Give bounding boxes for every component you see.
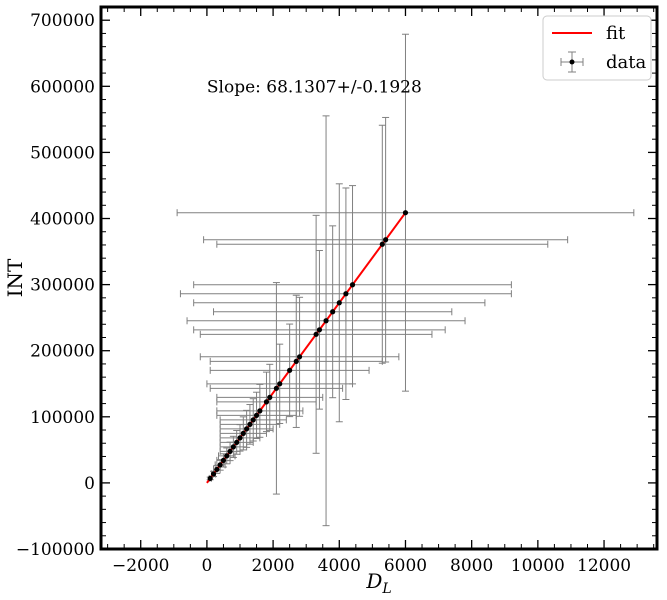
data-point [323, 318, 329, 324]
data-point [224, 453, 230, 459]
data-point [349, 282, 356, 288]
y-tick-label: 400000 [30, 210, 95, 230]
error-bars [176, 33, 635, 527]
data-point [237, 435, 243, 441]
y-tick-label: 0 [84, 474, 95, 494]
x-tick-label: 8000 [450, 556, 493, 576]
data-point [313, 331, 319, 337]
data-point [253, 412, 260, 418]
data-point [343, 291, 349, 297]
x-tick-label: 4000 [318, 556, 361, 576]
x-tick-label: 0 [201, 556, 212, 576]
data-point [287, 367, 293, 373]
y-tick-label: 200000 [30, 342, 95, 362]
y-tick-label: 300000 [30, 276, 95, 296]
x-tick-labels: −2000 0 2000 4000 6000 8000 10000 12000 [112, 556, 631, 576]
y-tick-label: 600000 [30, 77, 95, 97]
slope-annotation: Slope: 68.1307+/-0.1928 [207, 77, 422, 97]
data-point [217, 462, 223, 468]
legend: fit data [542, 15, 652, 81]
data-point [277, 381, 283, 387]
data-points [207, 210, 409, 482]
legend-data-swatch [560, 51, 584, 73]
y-tick-labels: −100000 0 100000 200000 300000 400000 500000 60… [16, 11, 95, 560]
data-point [267, 394, 273, 400]
x-axis-label-main: D [365, 569, 382, 593]
x-tick-label: 10000 [511, 556, 565, 576]
data-point [273, 385, 280, 391]
data-point [296, 354, 303, 360]
data-point [257, 408, 263, 414]
data-point [210, 471, 217, 477]
x-tick-label: 12000 [577, 556, 631, 576]
data-point [263, 399, 270, 405]
data-point [336, 300, 342, 306]
y-tick-label: 700000 [30, 11, 95, 31]
data-point [240, 430, 246, 436]
data-point [383, 237, 389, 243]
legend-data-label: data [606, 52, 646, 73]
data-point [316, 327, 323, 333]
legend-fit-label: fit [606, 23, 626, 44]
data-point [247, 421, 253, 427]
data-point [207, 475, 213, 482]
y-tick-label: −100000 [16, 540, 95, 560]
x-tick-label: −2000 [112, 556, 170, 576]
data-point [214, 466, 220, 473]
data-point [227, 448, 233, 454]
data-point [330, 309, 336, 315]
x-axis-label: DL [365, 569, 391, 597]
y-tick-label: 100000 [30, 408, 95, 428]
data-point [234, 439, 240, 445]
data-point [250, 417, 256, 423]
data-point [293, 358, 299, 364]
plot-frame [99, 5, 659, 551]
y-tick-label: 500000 [30, 143, 95, 163]
data-point [244, 426, 250, 432]
data-point [230, 444, 236, 450]
data-point [220, 457, 227, 463]
x-tick-label: 2000 [251, 556, 294, 576]
data-point [379, 241, 385, 247]
data-point [402, 210, 409, 216]
x-tick-label: 6000 [384, 556, 427, 576]
y-axis-label: INT [3, 258, 27, 297]
x-axis-label-sub: L [381, 581, 391, 597]
